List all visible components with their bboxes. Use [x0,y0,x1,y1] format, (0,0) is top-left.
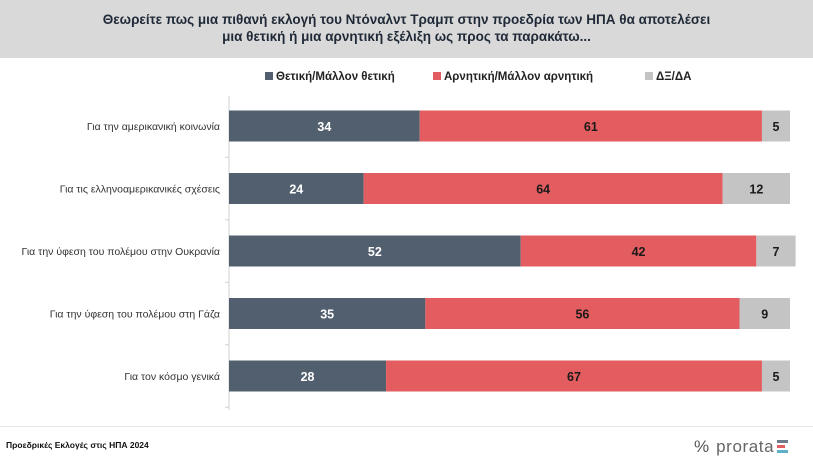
legend-label-1: Θετική/Μάλλον θετική [276,71,395,83]
bar-5-series-1 [229,360,387,392]
data-label-3-series-1: 52 [368,245,382,259]
data-label-2-series-3: 12 [749,183,763,197]
legend-label-2: Αρνητική/Μάλλον αρνητική [444,71,593,83]
category-label-5: Για τον κόσμο γενικά [124,371,220,383]
bar-5-series-3 [761,360,790,392]
legend-label-3: ΔΞ/ΔΑ [656,71,691,83]
bar-5-series-2 [386,360,762,392]
bar-2-series-1 [229,173,364,204]
bar-1-series-2 [419,110,762,142]
data-label-5-series-1: 28 [301,370,315,384]
logo-bars-icon [777,439,789,455]
data-label-3-series-3: 7 [772,245,779,259]
bar-3-series-2 [520,235,757,267]
legend-swatch-3 [645,72,653,80]
data-label-1-series-3: 5 [772,120,779,134]
bar-3-series-3 [756,235,796,267]
data-label-1-series-1: 34 [317,120,331,134]
category-label-1: Για την αμερικανική κοινωνία [87,121,220,133]
percent-logo-icon: % [694,437,710,456]
prorata-logo: % prorata [694,436,789,458]
data-label-1-series-2: 61 [584,120,598,134]
chart-title: Θεωρείτε πως μια πιθανή εκλογή του Ντόνα… [0,0,813,58]
data-label-5-series-3: 5 [772,370,779,384]
data-label-5-series-2: 67 [567,370,581,384]
bar-4-series-1 [229,298,426,329]
data-label-4-series-2: 56 [575,308,589,322]
bar-1-series-1 [229,110,420,142]
bar-2-series-2 [363,173,723,204]
category-label-2: Για τις ελληνοαμερικανικές σχέσεις [60,184,220,196]
bar-4-series-2 [425,298,740,329]
title-line-2: μια θετική ή μια αρνητική εξέλιξη ως προ… [222,29,591,44]
bar-2-series-3 [722,173,790,204]
bar-4-series-3 [739,298,790,329]
data-label-2-series-2: 64 [536,183,550,197]
data-label-2-series-1: 24 [289,183,303,197]
bar-1-series-3 [761,110,790,142]
footer-source: Προεδρικές Εκλογές στις ΗΠΑ 2024 [6,440,149,450]
title-line-1: Θεωρείτε πως μια πιθανή εκλογή του Ντόνα… [102,12,711,27]
category-label-4: Για την ύφεση του πολέμου στη Γάζα [50,309,220,321]
legend-swatch-2 [433,72,441,80]
data-label-3-series-2: 42 [632,245,646,259]
data-label-4-series-3: 9 [761,308,768,322]
category-label-3: Για την ύφεση του πολέμου στην Ουκρανία [22,246,220,258]
data-label-4-series-1: 35 [320,308,334,322]
bar-3-series-1 [229,235,521,267]
logo-wordmark: prorata [716,437,775,456]
legend-swatch-1 [265,72,273,80]
footer-divider [0,426,813,427]
